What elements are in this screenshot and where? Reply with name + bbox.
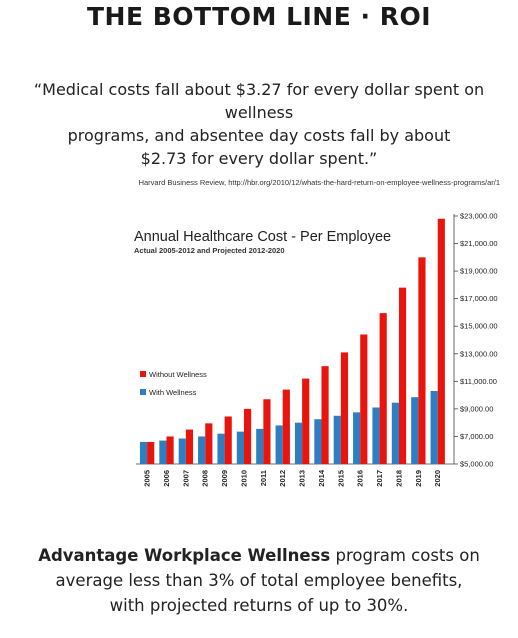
bar-without-wellness	[166, 436, 174, 464]
bar-with-wellness	[314, 419, 322, 464]
quote-line-1: “Medical costs fall about $3.27 for ever…	[33, 80, 485, 122]
bar-without-wellness	[243, 408, 252, 464]
x-tick-label: 2009	[220, 470, 229, 487]
bar-without-wellness	[147, 441, 155, 464]
footer-line-3: with projected returns of up to 30%.	[109, 596, 409, 615]
page-title: THE BOTTOM LINE · ROI	[86, 2, 432, 31]
bar-without-wellness	[302, 378, 310, 464]
x-tick-label: 2014	[317, 469, 326, 487]
bar-with-wellness	[353, 412, 361, 464]
x-tick-label: 2016	[356, 470, 365, 487]
quote-block: “Medical costs fall about $3.27 for ever…	[0, 78, 518, 170]
x-tick-label: 2011	[259, 470, 268, 486]
x-tick-label: 2020	[433, 470, 442, 487]
bar-with-wellness	[430, 390, 438, 464]
bar-with-wellness	[294, 422, 303, 464]
bar-without-wellness	[437, 218, 445, 464]
quote-line-3: $2.73 for every dollar spent.”	[140, 149, 378, 168]
bar-with-wellness	[217, 433, 225, 464]
legend-swatch	[140, 371, 146, 377]
bar-without-wellness	[263, 399, 271, 464]
y-tick-label: $15,000.00	[460, 322, 498, 331]
bar-with-wellness	[333, 415, 341, 464]
y-tick-label: $7,000.00	[460, 432, 493, 441]
healthcare-cost-chart: Annual Healthcare Cost - Per EmployeeAct…	[134, 212, 498, 487]
bar-without-wellness	[282, 389, 290, 464]
bar-with-wellness	[159, 440, 167, 464]
bar-with-wellness	[411, 397, 419, 464]
y-tick-label: $17,000.00	[460, 294, 498, 303]
y-tick-label: $11,000.00	[460, 377, 497, 386]
bar-with-wellness	[236, 431, 244, 464]
bar-without-wellness	[340, 352, 349, 464]
bar-with-wellness	[275, 425, 283, 464]
y-tick-label: $19,000.00	[460, 267, 498, 276]
footer-line-1: Advantage Workplace Wellness program cos…	[0, 543, 518, 568]
bar-without-wellness	[205, 423, 213, 464]
x-tick-label: 2006	[162, 470, 171, 487]
chart-subtitle: Actual 2005-2012 and Projected 2012-2020	[134, 246, 285, 255]
bar-with-wellness	[139, 441, 148, 464]
bar-without-wellness	[185, 429, 194, 464]
y-tick-label: $23,000.00	[460, 212, 498, 221]
quote-line-2: programs, and absentee day costs fall by…	[67, 126, 451, 145]
bar-without-wellness	[321, 366, 329, 464]
brand-name: Advantage Workplace Wellness	[38, 546, 331, 565]
chart-title: Annual Healthcare Cost - Per Employee	[134, 229, 391, 245]
bar-with-wellness	[198, 436, 206, 464]
bar-with-wellness	[372, 407, 380, 464]
x-tick-label: 2007	[181, 470, 190, 487]
bar-without-wellness	[418, 257, 426, 464]
x-tick-label: 2008	[201, 470, 210, 487]
x-tick-label: 2005	[143, 470, 152, 487]
x-tick-label: 2013	[298, 470, 307, 487]
bar-without-wellness	[398, 287, 407, 464]
legend-label: Without Wellness	[149, 370, 207, 379]
legend-label: With Wellness	[149, 388, 197, 397]
footer-line-1-rest: program costs on	[330, 546, 480, 565]
bar-with-wellness	[256, 428, 264, 464]
x-tick-label: 2010	[239, 470, 248, 487]
x-tick-label: 2012	[278, 470, 287, 487]
footer-line-2: average less than 3% of total employee b…	[55, 571, 463, 590]
y-tick-label: $5,000.00	[460, 460, 493, 469]
bar-without-wellness	[224, 416, 232, 464]
source-citation: Harvard Business Review, http://hbr.org/…	[138, 178, 500, 187]
bar-with-wellness	[178, 438, 186, 464]
legend-swatch	[140, 389, 146, 395]
chart-container: Annual Healthcare Cost - Per Employee Act…	[120, 200, 518, 496]
bar-without-wellness	[360, 334, 368, 464]
x-tick-label: 2018	[394, 470, 403, 487]
x-tick-label: 2015	[336, 470, 345, 487]
x-tick-label: 2017	[375, 470, 384, 487]
y-tick-label: $13,000.00	[460, 349, 498, 358]
bar-with-wellness	[391, 402, 399, 464]
y-tick-label: $9,000.00	[460, 404, 493, 413]
x-tick-label: 2019	[414, 470, 423, 487]
y-tick-label: $21,000.00	[460, 239, 498, 248]
bar-without-wellness	[379, 313, 387, 464]
footer-text: Advantage Workplace Wellness program cos…	[0, 543, 518, 618]
